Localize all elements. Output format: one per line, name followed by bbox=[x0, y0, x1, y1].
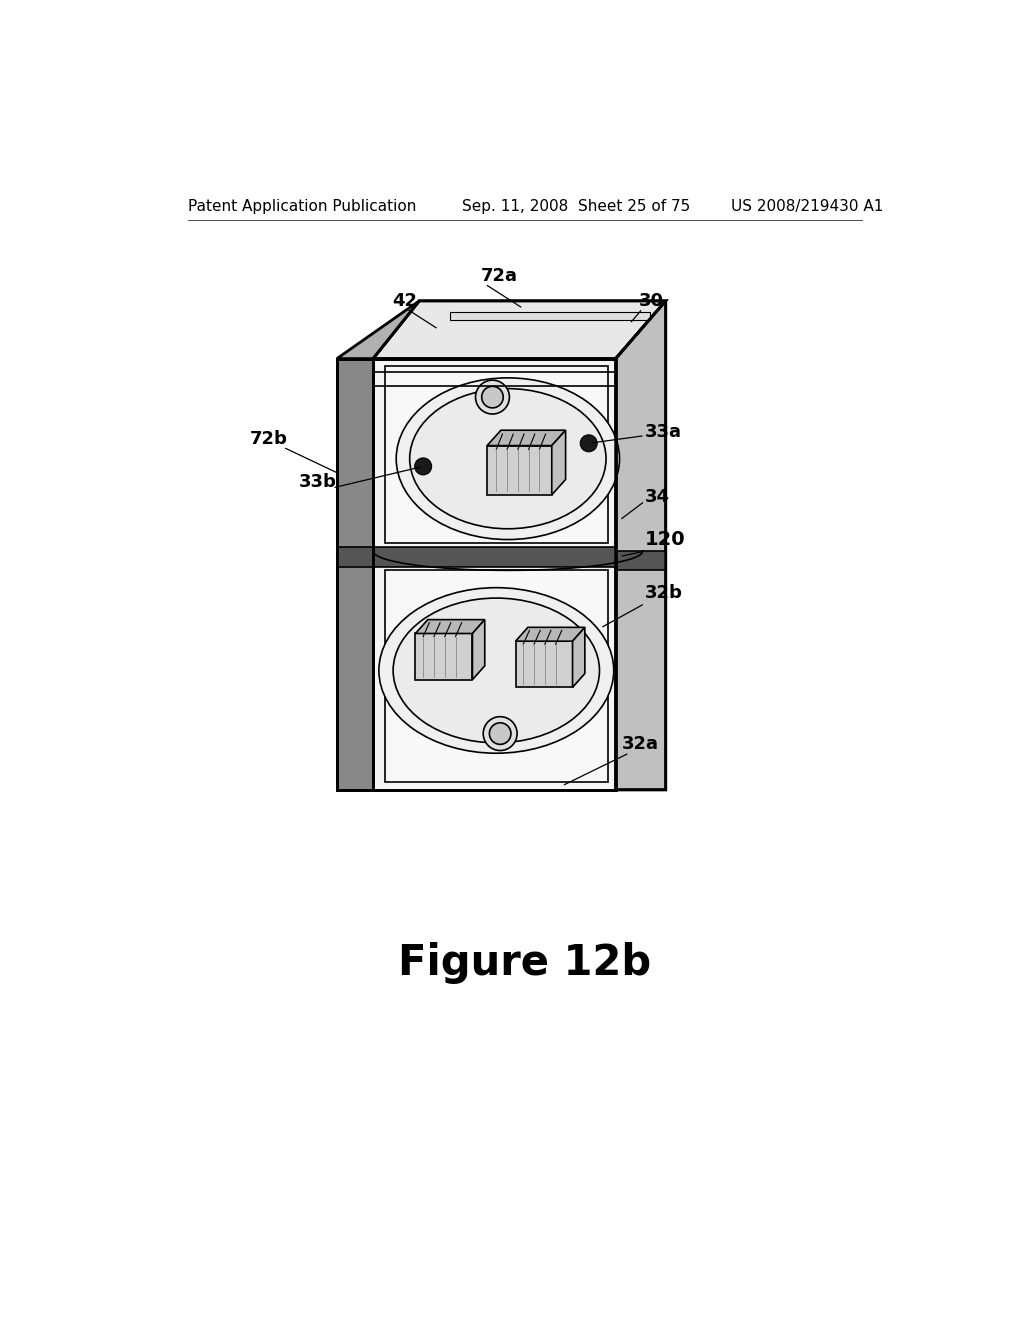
Text: 33a: 33a bbox=[645, 422, 682, 441]
Ellipse shape bbox=[379, 587, 613, 754]
Polygon shape bbox=[615, 301, 666, 789]
Text: US 2008/219430 A1: US 2008/219430 A1 bbox=[731, 198, 884, 214]
Circle shape bbox=[489, 723, 511, 744]
Polygon shape bbox=[337, 359, 373, 789]
Text: 72b: 72b bbox=[250, 430, 288, 449]
Polygon shape bbox=[416, 634, 472, 680]
Text: 32b: 32b bbox=[645, 585, 683, 602]
Text: 72a: 72a bbox=[481, 267, 518, 285]
Polygon shape bbox=[451, 313, 650, 321]
Text: Patent Application Publication: Patent Application Publication bbox=[188, 198, 417, 214]
Polygon shape bbox=[337, 548, 373, 566]
Text: 30: 30 bbox=[639, 292, 664, 310]
Ellipse shape bbox=[393, 598, 599, 743]
Text: 34: 34 bbox=[645, 488, 670, 506]
Ellipse shape bbox=[410, 388, 606, 529]
Polygon shape bbox=[373, 359, 615, 789]
Polygon shape bbox=[615, 552, 666, 570]
Text: 33b: 33b bbox=[298, 473, 336, 491]
Polygon shape bbox=[515, 627, 585, 642]
Text: 32a: 32a bbox=[622, 735, 658, 752]
Polygon shape bbox=[373, 548, 615, 566]
Circle shape bbox=[581, 434, 597, 451]
Text: Sep. 11, 2008  Sheet 25 of 75: Sep. 11, 2008 Sheet 25 of 75 bbox=[462, 198, 690, 214]
Text: 42: 42 bbox=[392, 292, 418, 310]
Circle shape bbox=[481, 387, 503, 408]
Polygon shape bbox=[572, 627, 585, 688]
Text: 120: 120 bbox=[645, 531, 685, 549]
Polygon shape bbox=[515, 642, 572, 688]
Text: Figure 12b: Figure 12b bbox=[398, 942, 651, 983]
Polygon shape bbox=[487, 430, 565, 446]
Polygon shape bbox=[337, 301, 419, 359]
Ellipse shape bbox=[396, 378, 620, 540]
Polygon shape bbox=[385, 367, 608, 544]
Circle shape bbox=[483, 717, 517, 751]
Polygon shape bbox=[385, 570, 608, 781]
Polygon shape bbox=[373, 301, 666, 359]
Circle shape bbox=[475, 380, 509, 414]
Polygon shape bbox=[472, 619, 484, 680]
Polygon shape bbox=[487, 446, 552, 495]
Circle shape bbox=[415, 458, 432, 475]
Polygon shape bbox=[552, 430, 565, 495]
Polygon shape bbox=[416, 619, 484, 634]
